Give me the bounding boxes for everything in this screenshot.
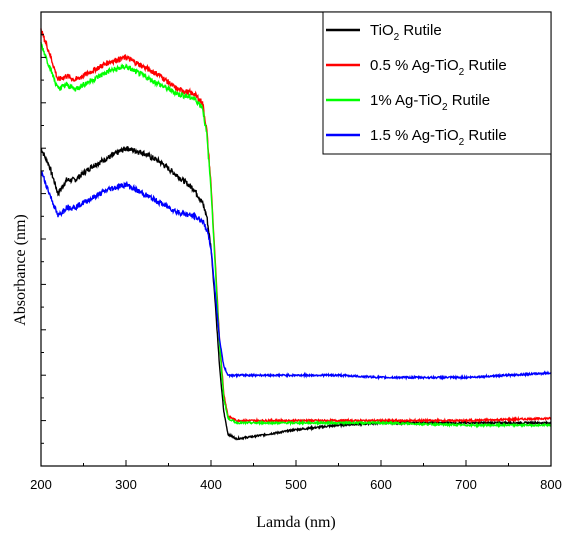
legend-label-2: 0.5 % Ag-TiO2 Rutile [370, 57, 507, 78]
x-tick-label: 600 [370, 477, 392, 492]
y-axis-title: Absorbance (nm) [12, 214, 29, 326]
x-tick-label: 700 [455, 477, 477, 492]
x-axis: 200 300 400 500 600 700 800 [30, 460, 562, 492]
legend-label-1: TiO2 Rutile [370, 22, 442, 43]
x-tick-label: 300 [115, 477, 137, 492]
legend-label-3: 1% Ag-TiO2 Rutile [370, 92, 490, 113]
x-tick-label: 400 [200, 477, 222, 492]
plot-lines [40, 28, 552, 441]
series-line-1 [40, 145, 552, 441]
series-line-3 [40, 42, 552, 429]
series-line-4 [40, 170, 552, 381]
legend-box [322, 11, 552, 155]
x-axis-title: Lamda (nm) [256, 514, 336, 531]
x-tick-label: 800 [540, 477, 562, 492]
legend-label-4: 1.5 % Ag-TiO2 Rutile [370, 127, 507, 148]
series-line-2 [40, 28, 552, 425]
legend: TiO2 Rutile 0.5 % Ag-TiO2 Rutile 1% Ag-TiO… [322, 11, 552, 155]
y-axis [41, 34, 46, 444]
x-tick-label: 200 [30, 477, 52, 492]
x-tick-label: 500 [285, 477, 307, 492]
